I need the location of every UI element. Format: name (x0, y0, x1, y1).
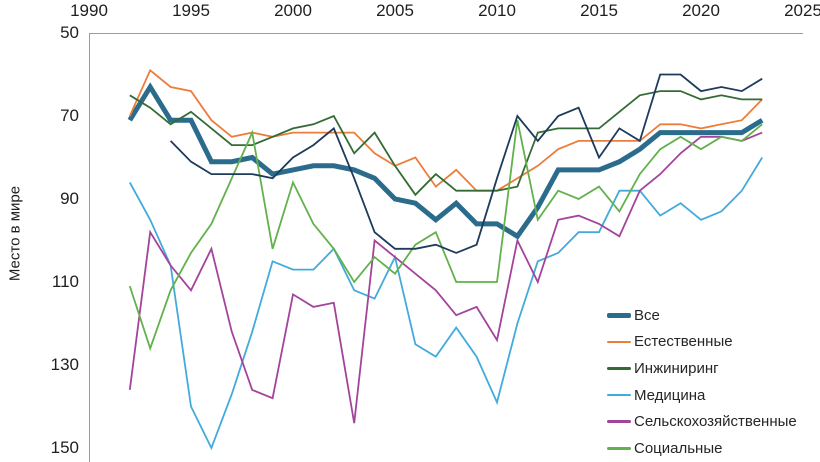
x-tick-1990: 1990 (70, 1, 108, 20)
y-tick-150: 150 (50, 438, 79, 457)
x-tick-2025: 2025 (784, 1, 820, 20)
legend-item-meditsina: Медицина (607, 382, 797, 409)
plot-border-top (89, 33, 803, 34)
legend-label-vse: Все (634, 306, 660, 324)
legend-swatch-sotsialnye (607, 447, 631, 450)
legend-swatch-inzhiniring (607, 367, 631, 370)
legend-label-estestvennye: Естественные (634, 333, 733, 351)
legend: Все Естественные Инжиниринг Медицина Сельско… (607, 302, 797, 462)
legend-swatch-vse (607, 312, 631, 318)
series-line-vse (127, 82, 764, 240)
legend-label-meditsina: Медицина (634, 386, 706, 404)
legend-item-vse: Все (607, 302, 797, 329)
series-line-estestvennye (128, 68, 763, 192)
series-line-unlabeled-navy (169, 73, 763, 254)
legend-label-inzhiniring: Инжиниринг (634, 359, 719, 377)
legend-item-estestvennye: Естественные (607, 329, 797, 356)
y-tick-130: 130 (50, 355, 79, 374)
legend-swatch-meditsina (607, 393, 631, 397)
legend-item-inzhiniring: Инжиниринг (607, 355, 797, 382)
y-tick-70: 70 (60, 106, 79, 125)
x-tick-2000: 2000 (274, 1, 312, 20)
x-tick-2015: 2015 (580, 1, 618, 20)
x-tick-2010: 2010 (478, 1, 516, 20)
legend-label-selskokhozyaystvennye: Сельскохозяйственные (634, 413, 797, 431)
legend-item-selskokhozyaystvennye: Сельскохозяйственные (607, 408, 797, 435)
legend-item-sotsialnye: Социальные (607, 435, 797, 462)
x-tick-2020: 2020 (682, 1, 720, 20)
x-tick-2005: 2005 (376, 1, 414, 20)
y-tick-50: 50 (60, 23, 79, 42)
y-tick-90: 90 (60, 189, 79, 208)
plot-border-left (89, 33, 90, 462)
legend-swatch-selskokhozyaystvennye (607, 420, 631, 423)
x-tick-1995: 1995 (172, 1, 210, 20)
y-tick-110: 110 (51, 272, 79, 291)
legend-label-sotsialnye: Социальные (634, 439, 723, 457)
series-line-inzhiniring (129, 90, 763, 197)
series-line-meditsina (129, 157, 763, 451)
series-line-selskokhozyaystvennye (128, 131, 763, 424)
legend-swatch-estestvennye (607, 340, 631, 344)
series-line-sotsialnye (128, 120, 763, 352)
